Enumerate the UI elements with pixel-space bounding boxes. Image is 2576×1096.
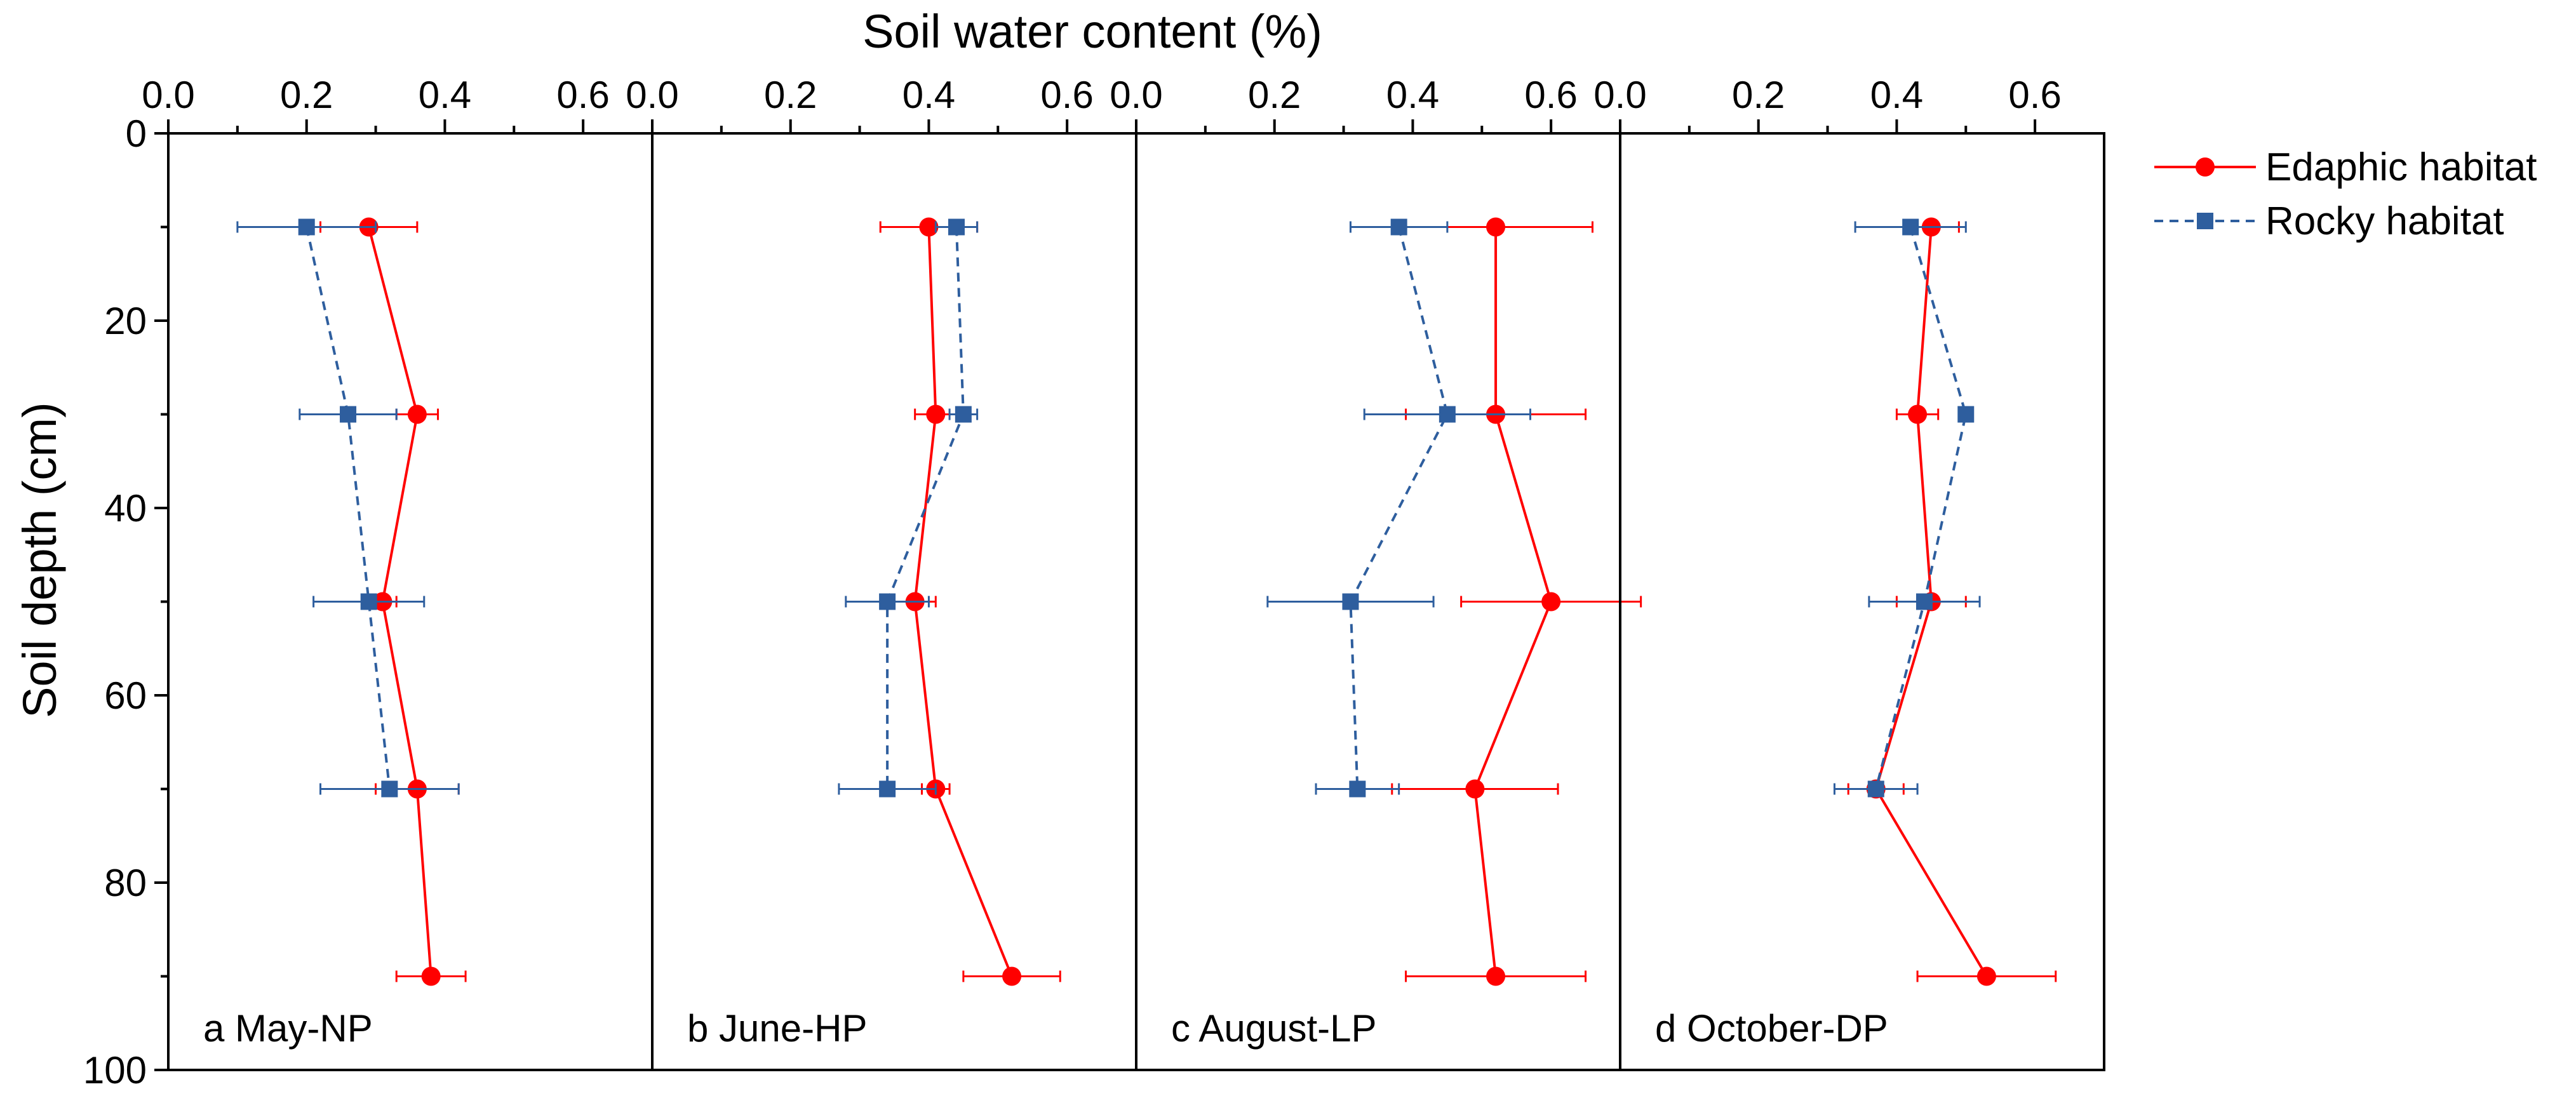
data-point [955,406,972,423]
data-point [926,404,946,424]
data-point [1002,966,1022,986]
data-point [407,404,427,424]
legend-label: Edaphic habitat [2265,145,2537,189]
data-point [421,966,441,986]
y-tick-label: 0 [126,112,147,155]
panel-label: d October-DP [1655,1007,1888,1050]
data-point [1349,780,1366,798]
x-tick-label: 0.6 [1040,74,1093,116]
legend: Edaphic habitat Rocky habitat [2154,145,2537,243]
series-line [1874,226,1968,790]
data-point [1867,780,1884,798]
data-point [360,593,377,610]
panel-b: 0.0 0.2 0.4 0.6 b June-HP [626,74,1137,1071]
data-point [1915,593,1933,610]
data-point [1541,592,1561,611]
panel-c: 0.0 0.2 0.4 0.6 c August-LP [1110,74,1642,1071]
x-tick-label: 0.0 [626,74,678,116]
data-point [1390,218,1407,236]
data-point [948,218,965,236]
x-tick-label: 0.6 [556,74,609,116]
data-point [1439,406,1456,423]
panel-label: a May-NP [203,1007,373,1050]
x-tick-label: 0.2 [1732,74,1785,116]
x-tick-label: 0.4 [419,74,471,116]
legend-label: Rocky habitat [2265,199,2504,243]
series-rocky [1266,218,1531,798]
legend-marker [2197,213,2213,229]
data-point [1465,779,1485,799]
x-tick-label: 0.4 [902,74,955,116]
chart-panels: 0.0 0.2 0.4 0.6 a May-NP 0.0 0.2 0.4 0.6 b June-H… [142,74,2105,1071]
panel-d: 0.0 0.2 0.4 0.6 d October-DP [1593,74,2105,1071]
x-tick-label: 0.4 [1386,74,1439,116]
data-point [381,780,398,798]
data-point [1486,217,1506,237]
data-point [879,780,896,798]
x-tick-label: 0.4 [1870,74,1923,116]
data-point [1342,593,1359,610]
data-point [1976,966,1996,986]
x-tick-label: 0.0 [1593,74,1646,116]
data-point [1486,966,1506,986]
y-tick-label: 40 [104,487,147,530]
x-tick-label: 0.6 [2008,74,2061,116]
panel-label: b June-HP [687,1007,867,1050]
y-axis-label: Soil depth (cm) [13,402,66,718]
data-point [340,406,357,423]
data-point [1957,406,1975,423]
y-tick-label: 60 [104,674,147,717]
panel-frame [1619,132,2105,1071]
y-tick-label: 80 [104,862,147,904]
data-point [1908,404,1928,424]
y-axis: 0 20 40 60 80 100 [83,112,168,1092]
series-rocky [838,218,979,798]
panel-label: c August-LP [1171,1007,1377,1050]
data-point [1902,218,1919,236]
x-tick-label: 0.0 [142,74,194,116]
x-tick-label: 0.6 [1524,74,1577,116]
y-tick-label: 100 [83,1049,147,1092]
series-line [1349,226,1449,789]
x-tick-label: 0.2 [764,74,817,116]
panel-a: 0.0 0.2 0.4 0.6 a May-NP [142,74,654,1071]
legend-marker [2196,157,2215,177]
chart-title: Soil water content (%) [862,5,1322,58]
data-point [298,218,315,236]
x-tick-label: 0.2 [280,74,333,116]
series-rocky [1833,218,1981,798]
y-tick-label: 20 [104,300,147,342]
x-tick-label: 0.0 [1110,74,1162,116]
series-line [886,227,965,789]
data-point [879,593,896,610]
series-rocky [236,218,460,798]
x-tick-label: 0.2 [1248,74,1301,116]
series-line [305,227,391,789]
data-point [919,217,939,237]
